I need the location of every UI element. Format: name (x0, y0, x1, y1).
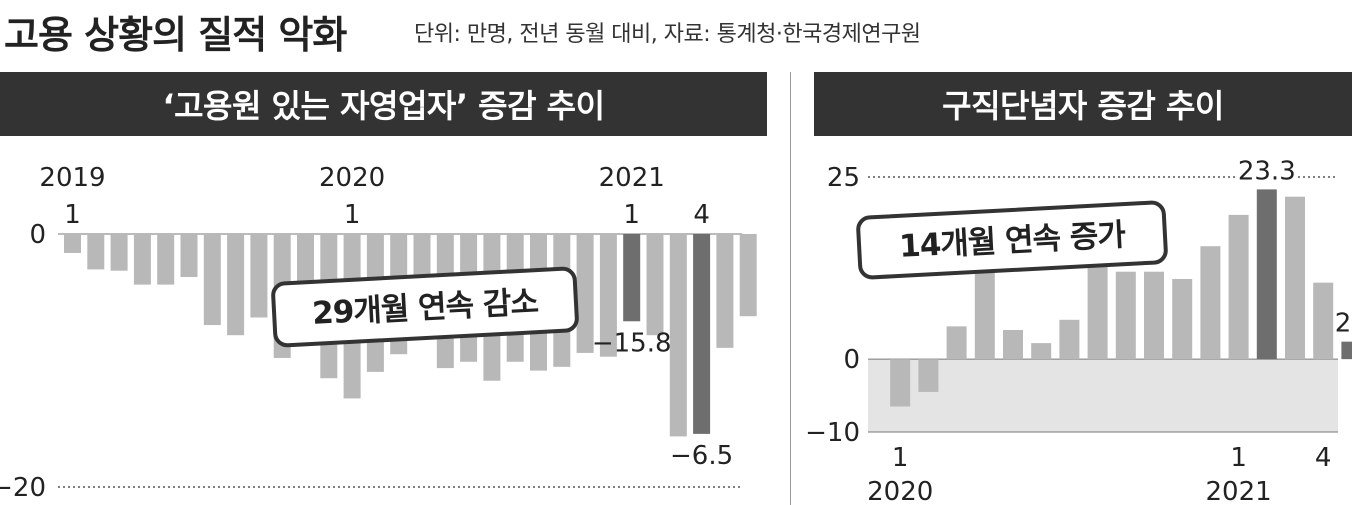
right-month-label: 1 (892, 443, 909, 473)
left-year-label: 2019 (39, 163, 105, 193)
left-chart-title-banner: ‘고용원 있는 자영업자’ 증감 추이 (0, 72, 767, 136)
right-value-label: 23.3 (1238, 156, 1296, 186)
right-month-label: 1 (1230, 443, 1247, 473)
chart-divider (790, 72, 791, 505)
right-bar (974, 264, 995, 360)
left-year-label: 2020 (319, 163, 385, 193)
right-chart-title: 구직단념자 증감 추이 (942, 87, 1224, 125)
right-negative-shade (868, 359, 1338, 432)
right-bar (1341, 341, 1352, 360)
right-y-tick-label: 25 (827, 163, 860, 193)
left-value-label: −6.5 (670, 441, 733, 471)
left-annotation-frame (271, 266, 579, 348)
right-value-label: 2.4 (1335, 309, 1352, 339)
left-y-tick-label: −20 (0, 473, 46, 503)
left-annotation-box: 29개월 연속 감소 (271, 266, 579, 348)
right-bar (1059, 319, 1080, 360)
left-year-label: 2021 (599, 163, 665, 193)
right-y-tick-label: 0 (843, 345, 860, 375)
left-bar (716, 234, 734, 348)
page-title: 고용 상황의 질적 악화 (4, 13, 347, 57)
left-bar (110, 234, 128, 271)
left-chart-title: ‘고용원 있는 자영업자’ 증감 추이 (162, 87, 605, 125)
left-bar (599, 234, 617, 357)
left-bar (250, 234, 268, 318)
left-bar (623, 234, 641, 322)
left-month-label: 1 (623, 200, 640, 230)
left-bar (646, 234, 664, 336)
right-bar (918, 359, 939, 392)
left-value-label: −15.8 (592, 328, 672, 358)
right-bar (1031, 343, 1052, 360)
left-y-tick-label: 0 (29, 220, 46, 250)
right-bar (1228, 214, 1249, 360)
right-bar (1115, 271, 1136, 360)
right-bar (1313, 282, 1334, 360)
right-year-label: 2020 (867, 477, 933, 505)
left-month-label: 1 (64, 200, 81, 230)
left-bar (64, 234, 81, 253)
right-bar (890, 359, 911, 407)
right-bar (1200, 246, 1221, 360)
left-month-label: 1 (344, 200, 361, 230)
right-annotation-box: 14개월 연속 증가 (856, 200, 1168, 280)
left-bar (739, 234, 757, 317)
right-bar (1172, 279, 1193, 360)
left-bar (203, 234, 221, 326)
left-bar (669, 234, 687, 437)
right-bar (1285, 196, 1305, 360)
right-bar (1256, 189, 1277, 360)
left-bar (133, 234, 151, 285)
right-bar (946, 326, 967, 360)
left-bar (180, 234, 198, 278)
left-bar (157, 234, 175, 285)
left-bar (693, 234, 711, 434)
right-month-label: 4 (1315, 443, 1332, 473)
right-chart-title-banner: 구직단념자 증감 추이 (814, 72, 1352, 136)
left-bar (87, 234, 105, 270)
right-bar (1003, 330, 1023, 360)
right-bar (1144, 271, 1164, 360)
left-bar (576, 234, 594, 353)
left-month-label: 4 (693, 200, 710, 230)
right-y-tick-label: −10 (805, 418, 860, 448)
right-annotation-frame (856, 200, 1168, 280)
right-year-label: 2021 (1206, 477, 1272, 505)
right-bar (1087, 249, 1108, 360)
left-bar (227, 234, 245, 336)
page-subtitle: 단위: 만명, 전년 동월 대비, 자료: 통계청·한국경제연구원 (414, 22, 921, 47)
